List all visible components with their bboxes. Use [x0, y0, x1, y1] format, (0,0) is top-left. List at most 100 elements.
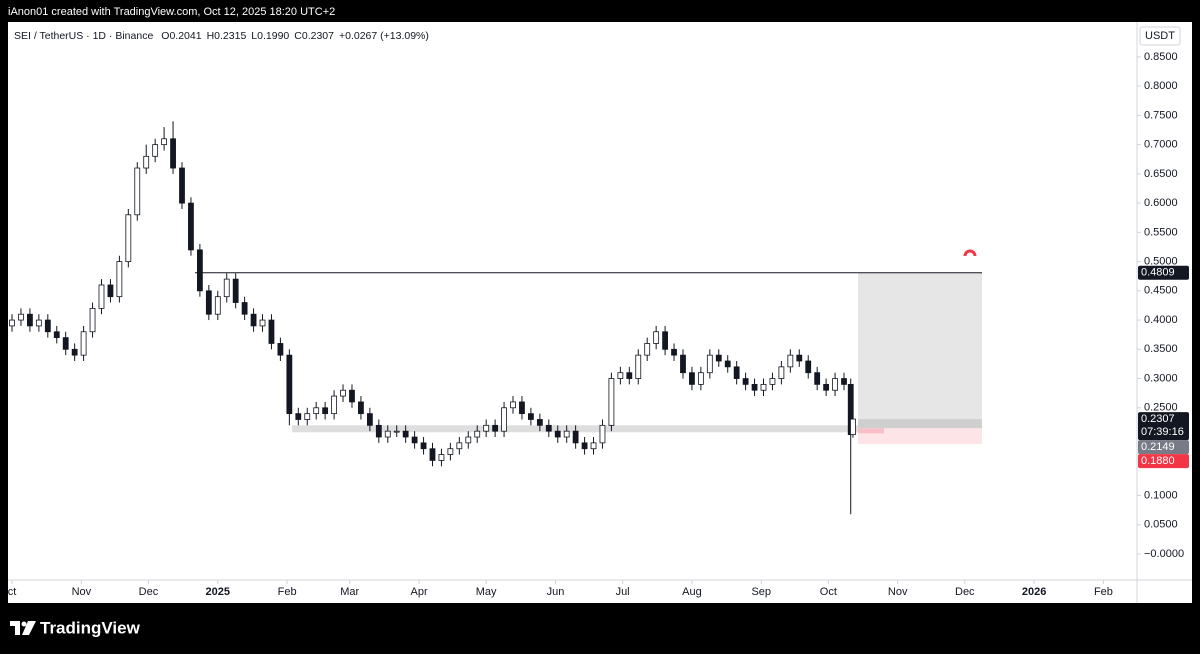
candle-body: [358, 401, 364, 415]
candle-body: [787, 354, 794, 368]
candle-body: [116, 261, 123, 298]
x-tick-label: Feb: [278, 586, 297, 598]
support-zone: [292, 425, 858, 433]
price-tag-label: 0.4809: [1141, 267, 1175, 279]
candle-body: [232, 278, 239, 303]
y-tick-label: 0.7000: [1144, 139, 1178, 151]
candle-body: [581, 442, 588, 450]
candle-body: [671, 348, 677, 356]
magnet-icon[interactable]: [963, 249, 977, 257]
candle-body: [438, 454, 445, 461]
logo-mark: [22, 621, 36, 635]
candle-body: [823, 383, 830, 391]
candles: [9, 121, 856, 515]
candle-body: [805, 360, 812, 374]
candle-body: [465, 436, 472, 444]
candle-body: [35, 319, 42, 327]
candle-body: [742, 378, 749, 385]
candle-body: [188, 202, 194, 251]
candle-body: [769, 378, 776, 385]
candle-body: [259, 319, 266, 327]
price-tag: [1138, 440, 1189, 455]
candle-body: [572, 430, 579, 444]
price-tag: [1138, 265, 1189, 280]
y-tick-label: 0.2500: [1144, 402, 1178, 414]
candle-body: [196, 249, 203, 292]
candle-body: [724, 360, 731, 368]
candle-body: [554, 430, 561, 438]
candle-body: [492, 424, 499, 432]
candle-body: [295, 413, 302, 420]
candle-body: [474, 430, 481, 438]
x-tick-label: Jun: [547, 586, 565, 598]
candle-body: [277, 343, 284, 356]
x-tick-label: Nov: [888, 586, 908, 598]
ohlc-value: L0.1990: [251, 30, 289, 42]
candle-body: [456, 442, 463, 450]
candle-body: [125, 214, 132, 262]
price-tag-label: 0.2307: [1141, 413, 1175, 425]
x-tick-label: Oct: [820, 586, 837, 598]
candle-body: [313, 407, 320, 415]
candle-body: [349, 389, 355, 403]
y-tick-label: 0.5500: [1144, 226, 1178, 238]
candle-body: [18, 313, 24, 321]
x-tick-label: Aug: [682, 586, 702, 598]
candle-body: [653, 331, 660, 344]
candle-body: [644, 343, 651, 356]
x-tick-label: Apr: [411, 586, 428, 598]
candle-body: [420, 442, 427, 450]
candle-body: [796, 354, 803, 362]
candle-body: [733, 366, 740, 379]
candle-body: [179, 167, 185, 204]
y-tick-label: 0.7500: [1144, 109, 1178, 121]
candle-body: [519, 401, 525, 415]
ohlc-value: C0.2307: [294, 30, 334, 42]
candle-body: [223, 278, 230, 298]
candle-body: [134, 167, 141, 216]
x-tick-label: May: [476, 586, 497, 598]
chart-panel: [8, 22, 1192, 603]
candle-body: [322, 407, 329, 415]
candle-body: [429, 448, 436, 461]
candle-body: [152, 144, 159, 157]
caption: iAnon01 created with TradingView.com, Oc…: [8, 6, 335, 18]
currency: USDT: [1145, 30, 1175, 42]
logo-mark: [10, 621, 20, 635]
candle-body: [689, 372, 695, 385]
price-tag: [1138, 412, 1189, 441]
candle-body: [205, 290, 212, 315]
candle-body: [599, 424, 606, 444]
y-tick-label: 0.4000: [1144, 314, 1178, 326]
candle-body: [751, 383, 758, 391]
candle-body: [590, 442, 597, 450]
position-target-zone: [858, 272, 982, 420]
y-tick-label: 0.6500: [1144, 168, 1178, 180]
candle-body: [662, 331, 668, 350]
candle-body: [510, 401, 516, 409]
candle-body: [626, 372, 633, 379]
currency-box[interactable]: [1139, 26, 1181, 46]
candle-body: [697, 372, 704, 385]
candle-body: [241, 302, 248, 315]
candle-body: [411, 436, 418, 444]
x-tick-label: ct: [8, 586, 17, 598]
position-stop-zone: [858, 428, 982, 445]
position-entry-zone: [858, 419, 982, 429]
candle-body: [53, 331, 60, 339]
price-tag-label: 0.2149: [1141, 441, 1175, 453]
candle-body: [89, 307, 96, 333]
x-tick-label: 2025: [206, 586, 230, 598]
candle-body: [760, 383, 767, 391]
candle-body: [170, 138, 176, 169]
y-tick-label: 0.6000: [1144, 197, 1178, 209]
candle-body: [27, 313, 33, 327]
magnet: [963, 249, 977, 257]
candle-body: [402, 430, 409, 438]
candle-body: [107, 284, 114, 298]
y-tick-label: 0.1000: [1144, 489, 1178, 501]
candle-body: [98, 284, 105, 309]
candle-body: [250, 313, 257, 327]
symbol: SEI / TetherUS · 1D · Binance: [14, 30, 153, 42]
